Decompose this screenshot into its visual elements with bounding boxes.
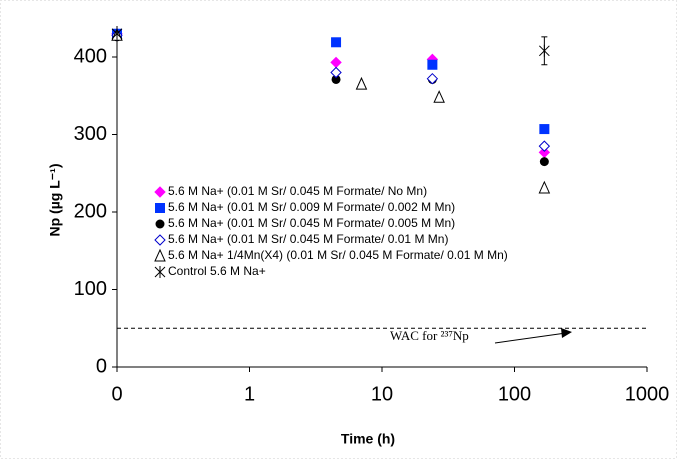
y-tick-label: 200 [74,200,107,222]
x-tick-label: 10 [371,383,393,405]
marker [538,44,550,57]
y-axis-label: Np (µg L⁻¹) [47,164,63,237]
x-tick-label: 1 [244,383,255,405]
marker [433,90,445,103]
legend-label: 5.6 M Na+ (0.01 M Sr/ 0.045 M Formate/ N… [168,184,427,198]
marker [427,59,438,70]
legend-marker [155,219,165,229]
annotation: WAC for ²³⁷Np [390,328,469,343]
legend-marker [154,234,166,246]
legend-marker [154,248,166,262]
marker [538,180,551,194]
legend-label: 5.6 M Na+ (0.01 M Sr/ 0.045 M Formate/ 0… [168,216,455,230]
marker [111,27,123,40]
legend-marker [154,186,166,198]
marker [330,66,342,79]
marker [539,157,549,167]
legend-label: 5.6 M Na+ (0.01 M Sr/ 0.045 M Formate/ 0… [168,232,448,246]
y-tick-label: 300 [74,123,107,145]
marker [539,124,550,135]
x-tick-label: 100 [498,383,531,405]
y-tick-label: 100 [74,278,107,300]
y-tick-label: 400 [74,45,107,67]
x-axis-label: Time (h) [341,431,395,447]
marker [331,37,342,48]
marker [538,140,551,152]
arrow [494,332,567,344]
legend-marker [154,266,166,278]
marker [426,72,439,85]
marker [331,74,341,84]
x-tick-label: 0 [111,383,122,405]
legend-label: 5.6 M Na+ (0.01 M Sr/ 0.009 M Formate/ 0… [168,200,455,214]
marker [355,76,368,90]
arrow-head [561,328,572,338]
x-tick-label: 1000 [625,383,670,405]
legend-marker [155,203,165,213]
legend-label: Control 5.6 M Na+ [168,264,266,278]
y-tick-label: 0 [96,355,107,377]
legend-label: 5.6 M Na+ 1/4Mn(X4) (0.01 M Sr/ 0.045 M … [168,248,508,262]
